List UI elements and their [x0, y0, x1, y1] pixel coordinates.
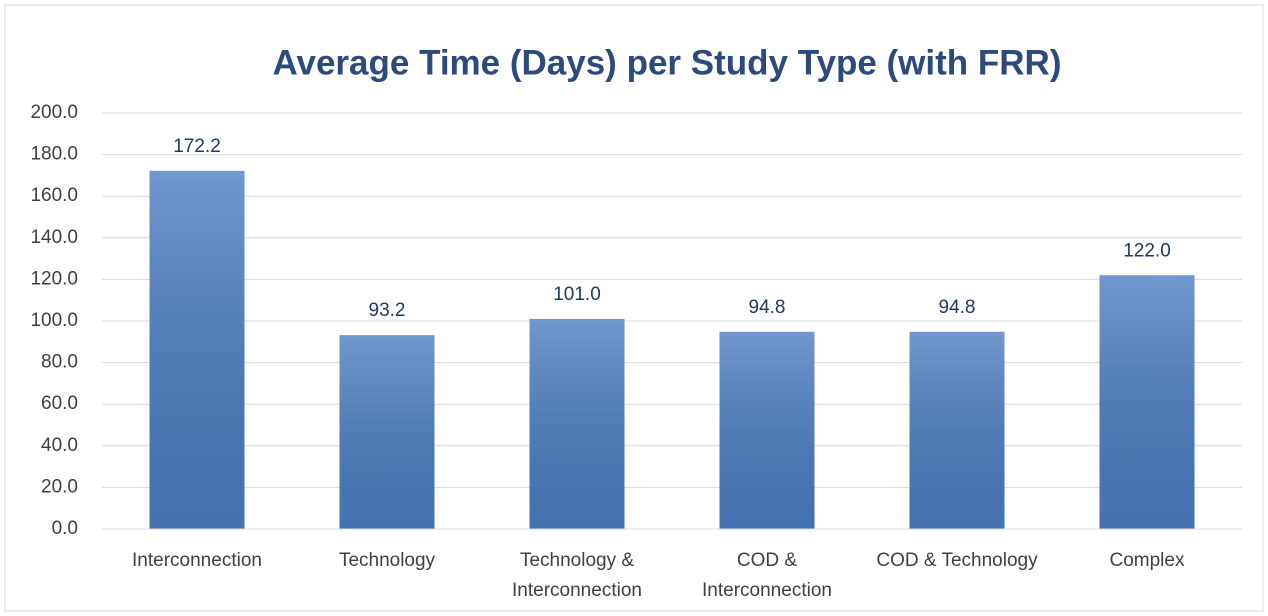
y-tick-label: 100.0 [30, 310, 78, 331]
data-label: 101.0 [553, 284, 601, 305]
x-tick-label: Technology [338, 550, 436, 571]
bar-sheen [909, 331, 1005, 529]
data-label: 122.0 [1123, 240, 1171, 261]
bar-sheen [719, 331, 815, 529]
y-tick-label: 80.0 [41, 352, 78, 373]
y-tick-label: 120.0 [30, 268, 78, 289]
bar-sheen [529, 318, 625, 529]
x-tick-label: Interconnection [132, 550, 262, 571]
data-label: 172.2 [173, 136, 221, 157]
y-tick-label: 40.0 [41, 435, 78, 456]
data-label: 93.2 [369, 300, 406, 321]
chart-border [4, 4, 1264, 612]
y-tick-label: 0.0 [52, 518, 78, 539]
chart-title: Average Time (Days) per Study Type (with… [273, 43, 1062, 82]
y-tick-label: 160.0 [30, 185, 78, 206]
y-tick-label: 180.0 [30, 144, 78, 165]
data-label: 94.8 [749, 297, 786, 318]
y-tick-label: 200.0 [30, 102, 78, 123]
bar-sheen [1099, 275, 1195, 529]
x-tick-label: Complex [1109, 550, 1185, 571]
data-label: 94.8 [939, 297, 976, 318]
y-tick-label: 60.0 [41, 393, 78, 414]
y-tick-label: 20.0 [41, 476, 78, 497]
x-tick-label: COD & Interconnection [702, 550, 832, 601]
bar-sheen [339, 335, 435, 529]
bar-sheen [149, 170, 245, 529]
x-tick-label: COD & Technology [876, 550, 1038, 571]
x-tick-label: Technology & Interconnection [512, 550, 642, 601]
y-tick-label: 140.0 [30, 227, 78, 248]
